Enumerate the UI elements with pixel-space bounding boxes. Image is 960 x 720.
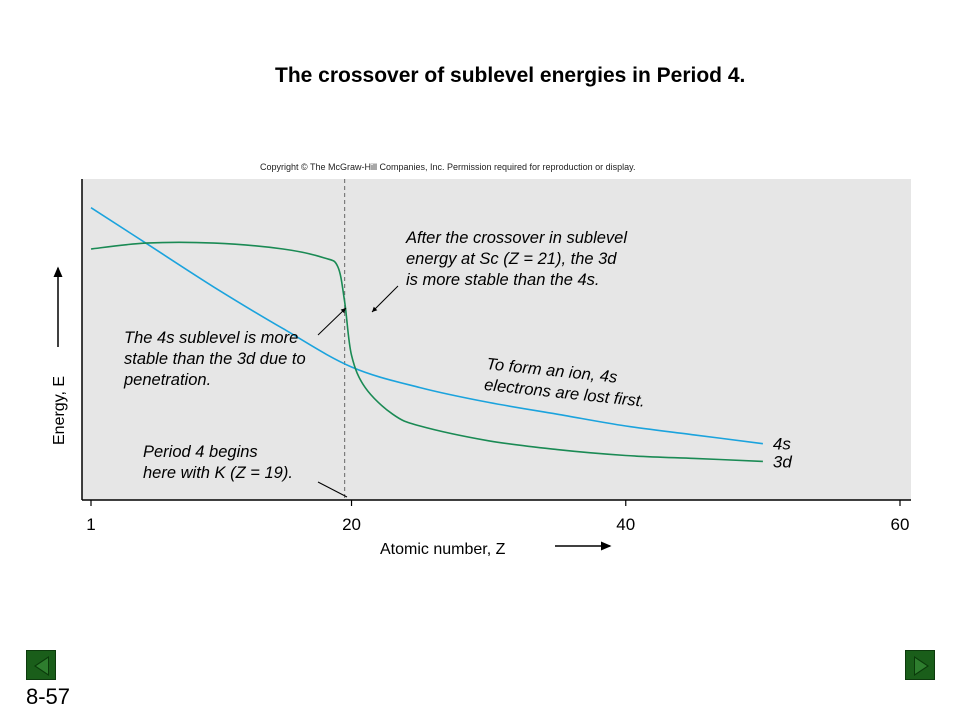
annotation-1-line-0: The 4s sublevel is more <box>124 329 298 347</box>
next-slide-button[interactable] <box>905 650 935 680</box>
x-tick-label-2: 40 <box>616 515 635 534</box>
slide-title: The crossover of sublevel energies in Pe… <box>275 64 746 87</box>
annotation-3-line-0: Period 4 begins <box>143 443 258 461</box>
plot-area <box>82 179 911 500</box>
slide-number: 8-57 <box>26 684 71 709</box>
x-tick-label-3: 60 <box>891 515 910 534</box>
x-tick-label-0: 1 <box>86 515 95 534</box>
period-start-leader-line <box>317 481 348 498</box>
annotation-0-line-1: energy at Sc (Z = 21), the 3d <box>406 250 617 268</box>
series-label-4s: 4s <box>773 435 791 454</box>
previous-slide-button[interactable] <box>26 650 56 680</box>
crossover-pointer-arrow <box>371 285 399 313</box>
annotation-3-line-1: here with K (Z = 19). <box>143 464 293 482</box>
annotation-1-line-2: penetration. <box>123 371 211 389</box>
series-label-3d: 3d <box>773 452 792 471</box>
x-tick-label-1: 20 <box>342 515 361 534</box>
penetration-pointer-arrow <box>317 307 347 336</box>
y-axis-label: Energy, E <box>51 376 68 445</box>
annotation-0-line-2: is more stable than the 4s. <box>406 271 600 289</box>
series-line-4s <box>90 207 764 445</box>
annotation-0-line-0: After the crossover in sublevel <box>405 229 628 247</box>
x-axis-label: Atomic number, Z <box>380 541 506 558</box>
left-triangle-icon <box>34 656 49 676</box>
series-line-3d <box>90 241 763 463</box>
right-triangle-icon <box>914 656 929 676</box>
annotation-1-line-1: stable than the 3d due to <box>124 350 306 368</box>
copyright-notice: Copyright © The McGraw-Hill Companies, I… <box>260 162 636 172</box>
